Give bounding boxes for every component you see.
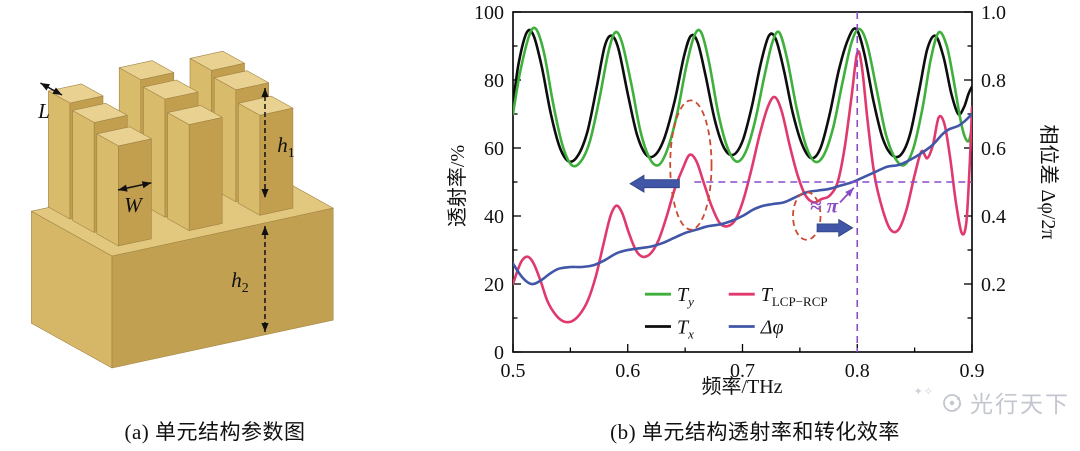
arrowhead (141, 181, 152, 189)
caption-panel-b: (b) 单元结构透射率和转化效率 (610, 420, 900, 444)
pillar-left-face (96, 133, 119, 247)
highlight-ellipse (669, 99, 713, 231)
legend-label: Tx (677, 317, 694, 342)
transmission-chart-panel: 0 20 40 60 80 100 0.2 0.4 0.6 0.8 1.0 0.5 0.6 0.7 0.8 0… (430, 0, 1080, 451)
legend-label: Ty (677, 284, 694, 309)
pillar-top-face (143, 79, 199, 100)
pillar-left-face (238, 103, 261, 216)
arrowhead (261, 88, 269, 97)
pillar-left-face (167, 112, 190, 231)
axis-text: 0.6 (981, 138, 1006, 160)
pillar-top-face (72, 103, 128, 123)
arrowhead (40, 83, 50, 91)
curve-Ty (513, 26, 972, 168)
arrowhead (118, 184, 128, 192)
pi-annotation-arrowhead (845, 187, 854, 197)
label-h1: h1 (277, 133, 295, 161)
axis-text: 0.4 (981, 206, 1006, 228)
y-axis-label-right: 相位差 Δφ/2π (1037, 124, 1060, 239)
y-axis-label-left: 透射率/% (446, 145, 469, 227)
axis-text: 0.9 (960, 360, 985, 382)
axis-text: 100 (474, 2, 504, 24)
axis-text: 0 (494, 342, 504, 364)
legend-label: Δφ (760, 317, 784, 339)
axis-text: 40 (484, 206, 504, 228)
label-L: L (37, 99, 50, 123)
highlight-ellipse (792, 191, 822, 241)
axis-text: 0.8 (981, 70, 1006, 92)
pillar-top-face (96, 126, 152, 147)
pillar-left-face (48, 90, 71, 220)
curve-Tx (513, 27, 972, 164)
watermark: ✦✧ 光行天下 (914, 385, 1070, 419)
axis-text: 0.6 (615, 360, 640, 382)
axis-text: 80 (484, 70, 504, 92)
axis-pointer-arrow-right (816, 218, 854, 238)
pillar-top-face (118, 60, 175, 80)
sparkle-icon: ✦✧ (913, 385, 934, 398)
transmission-phase-chart: 0 20 40 60 80 100 0.2 0.4 0.6 0.8 1.0 0.5 0.6 0.7 0.8 0… (446, 2, 1060, 398)
arrowhead (261, 189, 269, 198)
label-W: W (124, 193, 144, 217)
pillar-right-face (188, 117, 223, 231)
watermark-logo-icon (943, 394, 962, 412)
axis-text: 0.5 (501, 360, 526, 382)
watermark-text: 光行天下 (970, 391, 1070, 417)
axis-text: 0.8 (845, 360, 870, 382)
axis-text: 60 (484, 138, 504, 160)
x-axis-label: 频率/THz (701, 375, 782, 398)
pi-annotation: ≈ π (810, 194, 839, 218)
arrowhead (261, 226, 269, 235)
arrowhead (52, 87, 62, 95)
axis-pointer-arrow-left (629, 174, 680, 193)
pillar-top-face (48, 83, 104, 104)
pillar-left-face (72, 110, 95, 233)
caption-panel-a: (a) 单元结构参数图 (124, 420, 306, 444)
axis-text: 1.0 (981, 2, 1006, 24)
curve-T_LCP-RCP (513, 49, 972, 324)
axis-text: 0.2 (981, 274, 1006, 296)
curve-Δφ (513, 112, 972, 286)
pillar-top-face (213, 70, 270, 91)
pillar-top-face (189, 50, 245, 71)
pillar-top-face (167, 105, 223, 125)
unit-structure-figure: L Wh1 h2 (31, 50, 334, 369)
arrowhead (261, 323, 269, 332)
axis-text: 0.7 (730, 360, 755, 382)
label-h2: h2 (231, 268, 249, 296)
legend-label: TLCP−RCP (761, 284, 828, 309)
axis-text: 20 (484, 274, 504, 296)
